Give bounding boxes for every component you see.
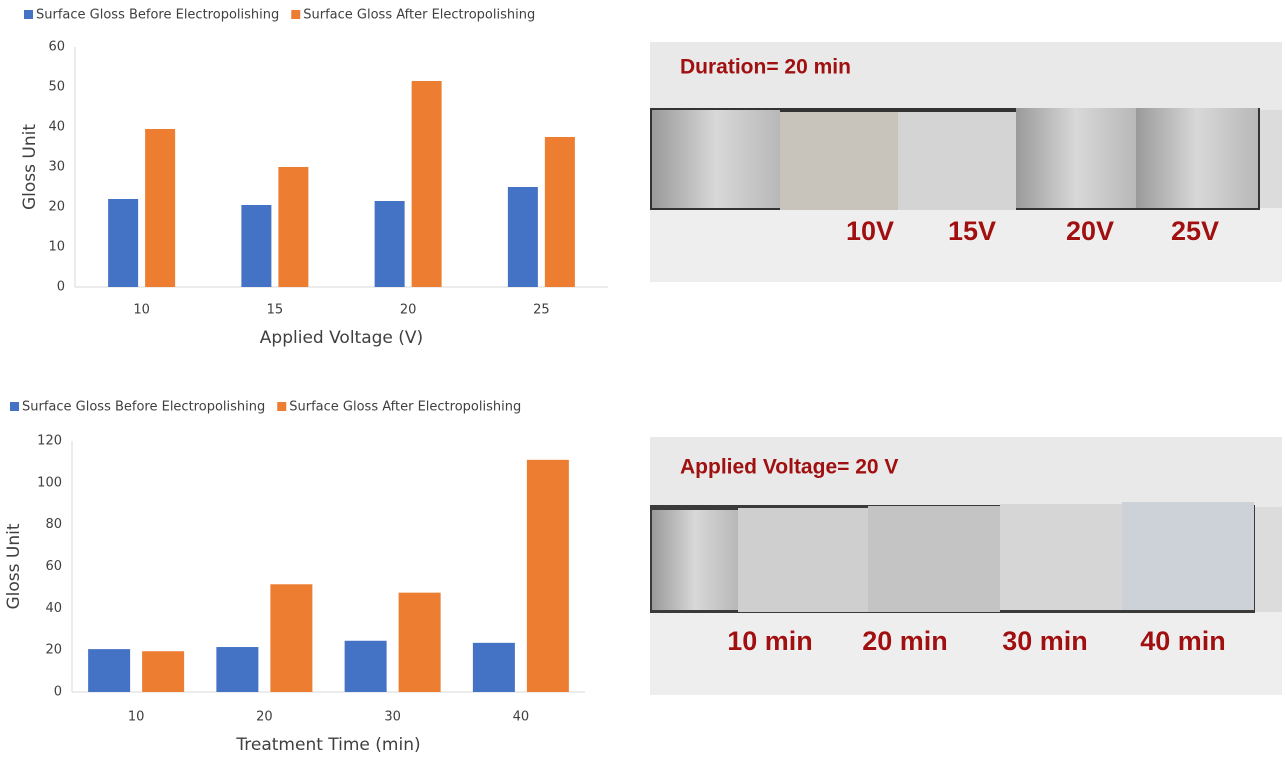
bar xyxy=(278,167,308,287)
plate xyxy=(738,508,868,612)
legend-label: Surface Gloss After Electropolishing xyxy=(303,8,535,23)
y-tick-label: 40 xyxy=(45,601,62,616)
photo-label: 20V xyxy=(1066,216,1114,246)
plate xyxy=(898,112,1016,210)
legend-swatch xyxy=(24,10,33,19)
figure: 0 10 20 30 40 50 60 10 15 20 25 Applied Voltage (V)… xyxy=(0,0,1285,757)
x-tick-label: 40 xyxy=(513,710,530,725)
y-tick-label: 20 xyxy=(48,200,65,215)
plate xyxy=(1122,502,1254,610)
y-tick-label: 120 xyxy=(37,434,62,449)
legend-label: Surface Gloss Before Electropolishing xyxy=(36,8,279,23)
bar xyxy=(108,199,138,287)
plate xyxy=(1136,108,1258,208)
plate xyxy=(868,506,1000,612)
x-axis-label: Treatment Time (min) xyxy=(235,735,420,755)
bar xyxy=(145,129,175,287)
bar xyxy=(88,649,130,692)
photo-label: 20 min xyxy=(862,626,948,656)
photo-title: Duration= 20 min xyxy=(680,56,851,79)
photo-label: 30 min xyxy=(1002,626,1088,656)
bar xyxy=(545,137,575,287)
x-tick-label: 15 xyxy=(267,303,284,318)
bar xyxy=(216,647,258,692)
bar xyxy=(345,641,387,692)
bar xyxy=(412,81,442,287)
legend-swatch xyxy=(291,10,300,19)
photo-label: 15V xyxy=(948,216,996,246)
y-tick-label: 30 xyxy=(48,160,65,175)
x-tick-label: 30 xyxy=(384,710,401,725)
y-axis-label: Gloss Unit xyxy=(20,124,40,210)
y-tick-label: 0 xyxy=(54,685,62,700)
plate xyxy=(1016,108,1136,208)
y-tick-label: 60 xyxy=(48,40,65,55)
bar xyxy=(508,187,538,287)
x-tick-label: 25 xyxy=(533,303,550,318)
x-axis-label: Applied Voltage (V) xyxy=(260,328,423,348)
y-tick-label: 50 xyxy=(48,80,65,95)
y-tick-label: 100 xyxy=(37,475,62,490)
x-tick-label: 10 xyxy=(128,710,145,725)
legend-label: Surface Gloss Before Electropolishing xyxy=(22,400,265,415)
x-tick-label: 10 xyxy=(133,303,150,318)
y-tick-label: 0 xyxy=(57,280,65,295)
legend-swatch xyxy=(277,402,286,411)
plate xyxy=(1000,504,1122,610)
y-tick-label: 40 xyxy=(48,120,65,135)
y-tick-label: 60 xyxy=(45,559,62,574)
plate xyxy=(652,510,738,610)
bar xyxy=(527,460,569,692)
plate xyxy=(652,110,780,208)
legend-label: Surface Gloss After Electropolishing xyxy=(289,400,521,415)
x-tick-label: 20 xyxy=(256,710,273,725)
bar xyxy=(473,643,515,692)
x-tick-label: 20 xyxy=(400,303,417,318)
y-tick-label: 80 xyxy=(45,517,62,532)
plate xyxy=(780,112,898,210)
photo-title: Applied Voltage= 20 V xyxy=(680,456,898,479)
bar xyxy=(375,201,405,287)
y-tick-label: 20 xyxy=(45,643,62,658)
photo-label: 10 min xyxy=(727,626,813,656)
legend-swatch xyxy=(10,402,19,411)
y-axis-label: Gloss Unit xyxy=(4,523,24,609)
photo-label: 40 min xyxy=(1140,626,1226,656)
y-tick-label: 10 xyxy=(48,240,65,255)
bar xyxy=(142,651,184,692)
bar xyxy=(399,593,441,692)
photo-label: 25V xyxy=(1171,216,1219,246)
bar xyxy=(270,584,312,692)
bar xyxy=(241,205,271,287)
photo-label: 10V xyxy=(846,216,894,246)
